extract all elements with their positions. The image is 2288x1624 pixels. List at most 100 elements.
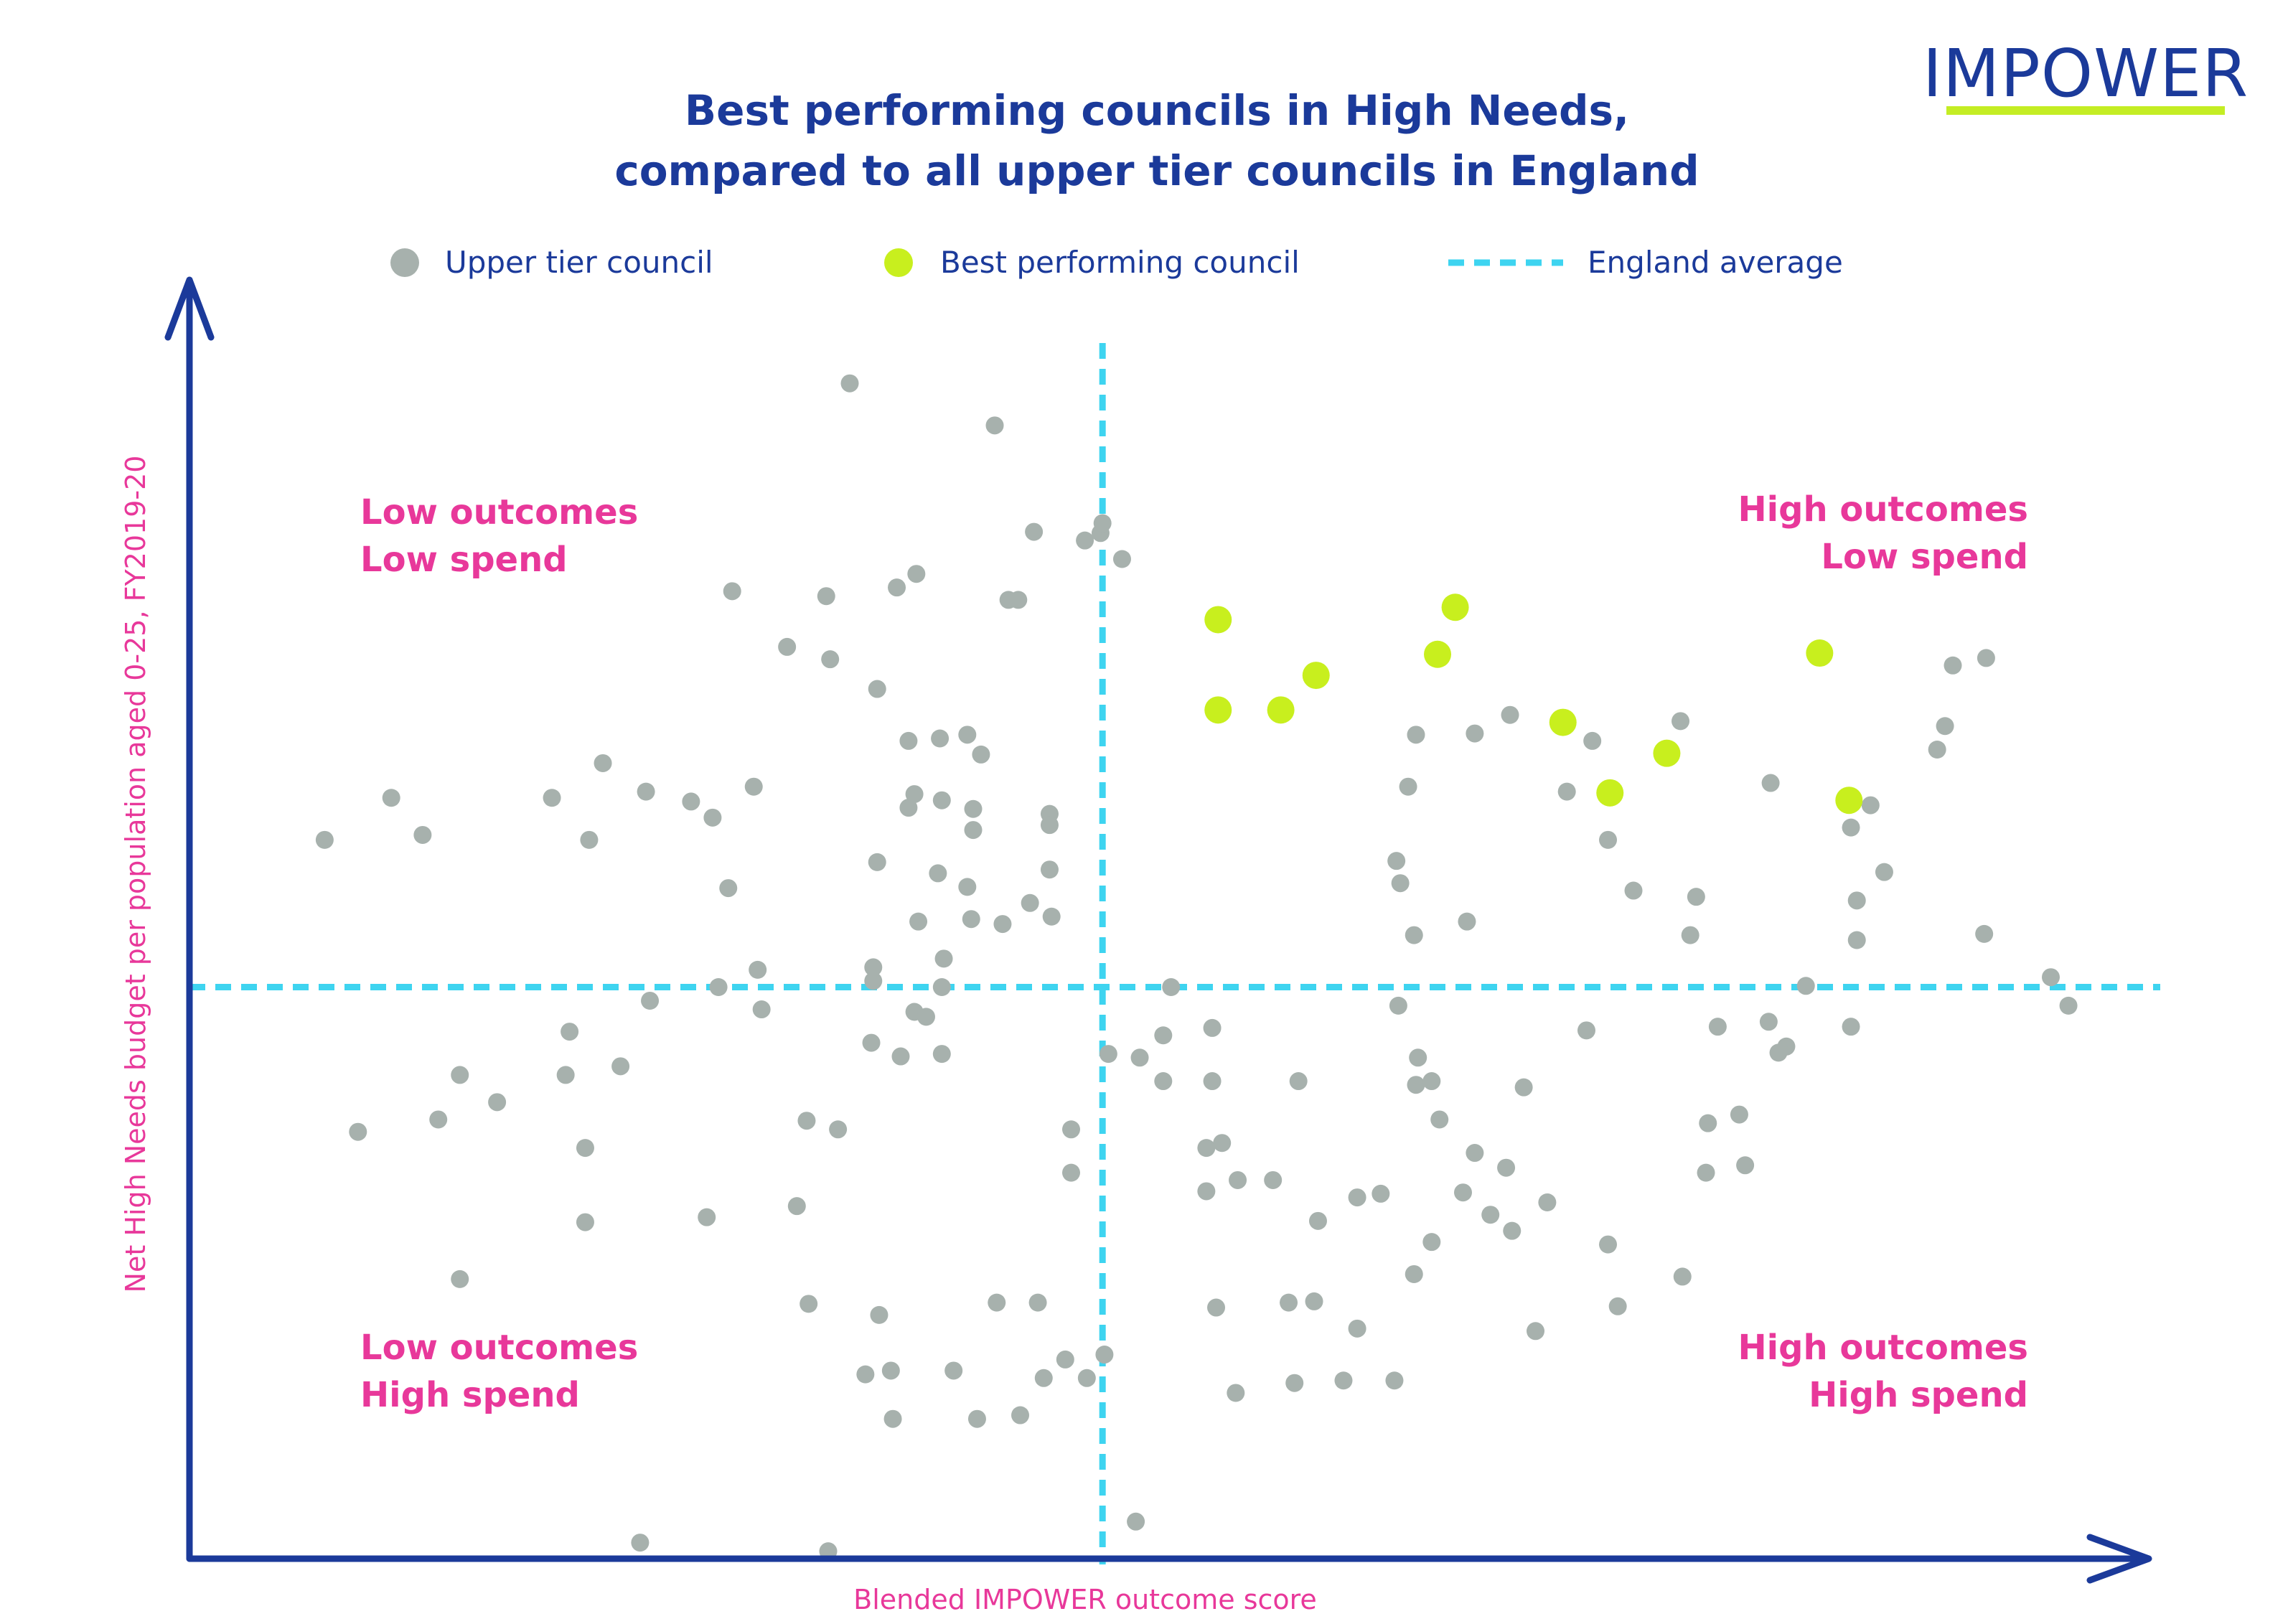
upper-tier-point — [580, 830, 599, 849]
upper-tier-point — [1527, 1322, 1545, 1341]
upper-tier-point — [637, 782, 655, 801]
upper-tier-point — [864, 972, 883, 990]
upper-tier-point — [1154, 1026, 1173, 1045]
upper-tier-point — [1501, 705, 1519, 724]
quadrant-bottom-left-line2: High spend — [360, 1375, 580, 1415]
upper-tier-point — [916, 1008, 935, 1026]
upper-tier-point — [1975, 924, 1994, 943]
upper-tier-point — [1583, 731, 1602, 750]
legend: Upper tier council Best performing counc… — [390, 245, 1843, 280]
upper-tier-point — [907, 565, 926, 583]
upper-tier-point — [1687, 888, 1705, 906]
upper-tier-point — [967, 1409, 986, 1428]
best-council-point — [1204, 606, 1232, 634]
upper-tier-point — [556, 1066, 575, 1084]
upper-tier-point — [864, 958, 883, 977]
upper-tier-point — [817, 587, 835, 606]
quadrant-bottom-right-line1: High outcomes — [1738, 1328, 2028, 1368]
upper-tier-point — [1021, 893, 1039, 912]
upper-tier-point — [749, 960, 767, 979]
upper-tier-point — [752, 1000, 771, 1019]
upper-tier-point — [543, 789, 561, 807]
upper-tier-point — [1040, 816, 1059, 835]
best-council-point — [1204, 696, 1232, 724]
upper-tier-point — [631, 1534, 650, 1552]
upper-tier-point — [1197, 1139, 1216, 1158]
best-council-point — [1424, 640, 1452, 668]
upper-tier-point — [1056, 1350, 1074, 1369]
upper-tier-point — [2042, 968, 2060, 987]
upper-tier-point — [1162, 978, 1181, 997]
upper-tier-point — [1577, 1021, 1595, 1040]
upper-tier-point — [1407, 1076, 1425, 1094]
axes — [164, 276, 2152, 1584]
upper-tier-point — [958, 726, 977, 744]
upper-tier-point — [1672, 712, 1690, 731]
upper-tier-point — [1466, 1144, 1484, 1163]
brand-name: IMPOWER — [1923, 35, 2249, 112]
upper-tier-point — [1759, 1013, 1778, 1031]
upper-tier-point — [1028, 1293, 1047, 1312]
upper-tier-point — [972, 745, 990, 764]
upper-tier-point — [964, 799, 983, 818]
upper-tier-point — [1736, 1156, 1755, 1175]
upper-tier-point — [1127, 1512, 1145, 1531]
best-council-point — [1441, 593, 1469, 621]
upper-tier-point — [944, 1361, 963, 1380]
upper-tier-point — [703, 808, 722, 827]
upper-tier-point — [1730, 1105, 1748, 1124]
y-axis-arrowhead — [164, 276, 215, 341]
upper-tier-point — [349, 1122, 367, 1141]
upper-tier-point — [870, 1305, 889, 1324]
upper-tier-point — [909, 912, 928, 931]
upper-tier-point — [382, 789, 400, 807]
upper-tier-point — [962, 910, 980, 929]
best-council-point — [1267, 696, 1295, 724]
upper-tier-point — [932, 791, 951, 809]
chart-title-line1: Best performing councils in High Needs, — [685, 86, 1629, 135]
best-council-point — [1549, 708, 1577, 736]
upper-tier-point — [1458, 912, 1476, 931]
upper-tier-point — [868, 853, 886, 871]
quadrant-bottom-right-line2: High spend — [1809, 1375, 2028, 1415]
upper-tier-point — [1093, 514, 1112, 532]
x-axis-label: Blended IMPOWER outcome score — [853, 1584, 1317, 1615]
upper-tier-point — [1608, 1297, 1627, 1315]
legend-upper-tier-label: Upper tier council — [445, 245, 713, 280]
upper-tier-point — [1422, 1072, 1441, 1091]
upper-tier-point — [1285, 1374, 1304, 1392]
upper-tier-point — [1289, 1072, 1308, 1091]
upper-tier-point — [1308, 1211, 1327, 1230]
upper-tier-point — [800, 1295, 818, 1313]
upper-tier-point — [899, 799, 918, 817]
upper-tier-point — [1861, 796, 1880, 815]
quadrant-top-left-line1: Low outcomes — [360, 492, 638, 532]
upper-tier-point — [1503, 1221, 1522, 1240]
quadrant-labels: Low outcomes Low spend High outcomes Low… — [360, 489, 2028, 1415]
upper-tier-point — [1699, 1114, 1717, 1132]
upper-tier-point — [641, 991, 660, 1010]
upper-tier-point — [561, 1023, 579, 1041]
upper-tier-point — [1391, 874, 1410, 893]
upper-tier-point — [594, 754, 612, 772]
upper-tier-point — [413, 825, 432, 844]
best-council-point — [1835, 787, 1863, 815]
upper-tier-point — [1034, 1369, 1053, 1387]
upper-tier-point — [1409, 1048, 1427, 1067]
upper-tier-point — [856, 1365, 875, 1384]
upper-tier-point — [1076, 531, 1094, 550]
upper-tier-point — [1847, 931, 1866, 949]
upper-tier-point — [932, 978, 951, 997]
upper-tier-point — [1372, 1184, 1390, 1203]
quadrant-top-right-line2: Low spend — [1821, 537, 2028, 577]
upper-tier-point — [1847, 891, 1866, 910]
upper-tier-point — [451, 1269, 469, 1288]
upper-tier-point — [1305, 1292, 1323, 1310]
best-council-point — [1806, 639, 1834, 667]
upper-tier-point — [488, 1093, 507, 1112]
upper-tier-point — [868, 680, 886, 698]
upper-tier-point — [905, 785, 924, 804]
upper-tier-point — [1454, 1183, 1472, 1202]
upper-tier-point — [1203, 1018, 1222, 1037]
upper-tier-point — [797, 1112, 816, 1130]
